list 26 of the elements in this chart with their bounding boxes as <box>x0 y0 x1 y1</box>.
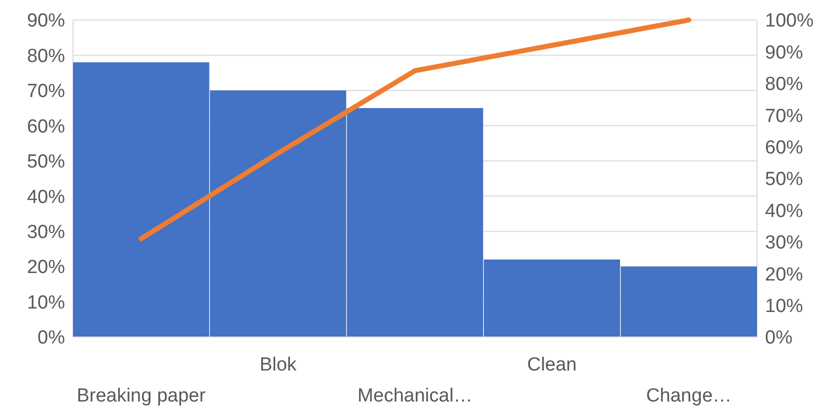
y-tick-label: 40% <box>26 186 66 208</box>
y-tick-label: 20% <box>26 257 66 278</box>
y2-tick-label: 60% <box>765 137 804 158</box>
y2-tick-label: 40% <box>765 200 804 222</box>
x-tick-label: Mechanical… <box>357 386 473 407</box>
x-tick-label: Blok <box>260 354 298 376</box>
y-tick-label: 70% <box>26 81 66 102</box>
y-tick-label: 0% <box>38 328 66 349</box>
y-tick-label: 10% <box>26 292 66 314</box>
x-tick-label: Breaking paper <box>76 386 206 407</box>
x-tick-label: Clean <box>527 354 577 376</box>
y2-tick-label: 80% <box>765 74 804 96</box>
y2-tick-label: 10% <box>765 296 804 317</box>
y2-tick-label: 90% <box>765 42 804 64</box>
y2-tick-label: 70% <box>765 106 804 127</box>
y2-tick-label: 30% <box>765 232 804 254</box>
y2-tick-label: 100% <box>765 10 814 32</box>
y-tick-label: 60% <box>26 116 66 138</box>
y-tick-label: 50% <box>26 152 66 173</box>
y-tick-label: 30% <box>26 222 66 243</box>
y-tick-label: 90% <box>26 10 66 32</box>
y2-tick-label: 0% <box>765 328 793 349</box>
y2-tick-label: 20% <box>765 264 804 286</box>
y2-tick-label: 50% <box>765 169 804 190</box>
y-tick-label: 80% <box>26 46 66 67</box>
x-tick-label: Change… <box>646 386 732 407</box>
